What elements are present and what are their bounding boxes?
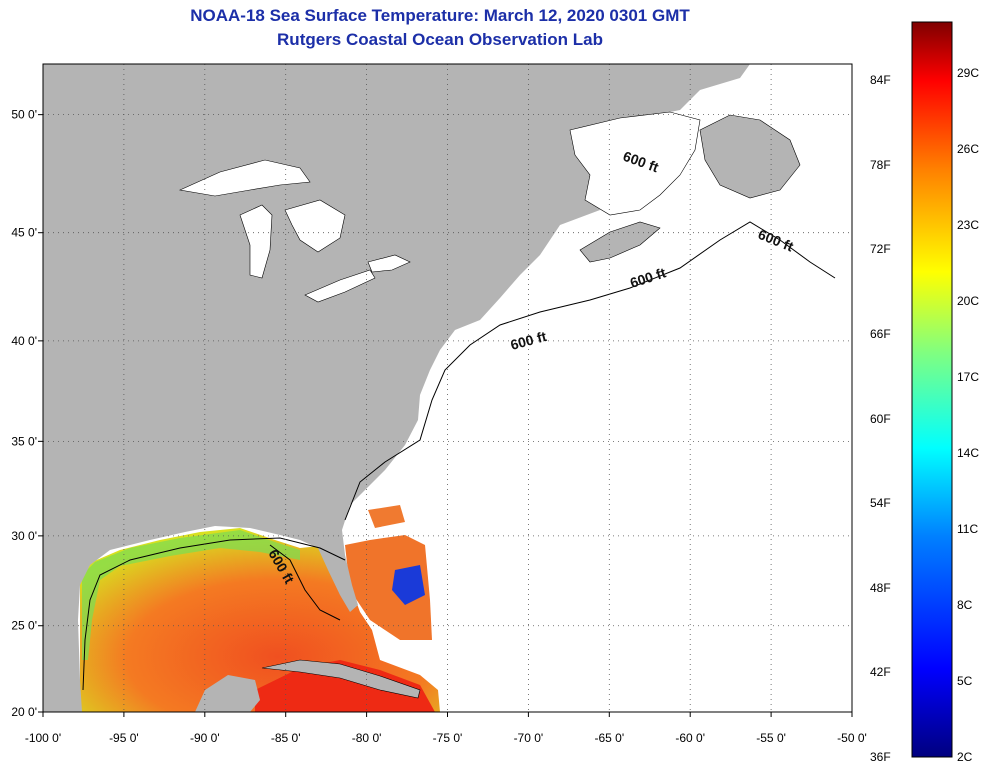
colorbar-f-label: 66F xyxy=(870,326,891,341)
orange-patch-north xyxy=(368,505,405,528)
land-cuba xyxy=(261,659,421,699)
x-tick-label: -60 0' xyxy=(675,731,705,745)
cold-blue-patch xyxy=(392,565,425,605)
land-north-america xyxy=(43,64,750,712)
lake-superior xyxy=(178,159,311,197)
colorbar-c-label: 26C xyxy=(957,142,980,156)
y-tick-label: 40 0' xyxy=(11,334,37,348)
contour-atlantic-shelf xyxy=(344,221,836,521)
lake-ontario xyxy=(367,254,411,273)
title-line-2: Rutgers Coastal Ocean Observation Lab xyxy=(277,30,603,49)
colorbar-c-label: 23C xyxy=(957,218,980,232)
land-newfoundland xyxy=(699,114,801,199)
x-tick-label: -55 0' xyxy=(756,731,786,745)
colorbar-c-label: 5C xyxy=(957,674,973,688)
y-axis: 50 0' 45 0' 40 0' 35 0' 30 0' 25 0' 20 0' xyxy=(11,108,43,719)
colorbar-f-label: 72F xyxy=(870,242,891,257)
graticule xyxy=(43,64,852,712)
lake-erie xyxy=(304,269,376,303)
gulf-cool-coastal-band xyxy=(82,530,300,660)
y-tick-label: 50 0' xyxy=(11,108,37,122)
caribbean-sst xyxy=(255,660,435,712)
x-tick-label: -100 0' xyxy=(25,731,61,745)
colorbar-c-label: 14C xyxy=(957,446,980,460)
contour-florida-west xyxy=(269,544,341,621)
y-tick-label: 35 0' xyxy=(11,434,37,448)
colorbar-c-label: 20C xyxy=(957,294,980,308)
lake-huron xyxy=(284,199,346,253)
x-axis: -100 0' -95 0' -90 0' -85 0' -80 0' -75 0' -70… xyxy=(25,712,867,745)
colorbar-f-label: 36F xyxy=(870,750,891,764)
colorbar-f-label: 60F xyxy=(870,411,891,426)
x-tick-label: -80 0' xyxy=(352,731,382,745)
colorbar-f-label: 84F xyxy=(870,73,891,87)
contour-gulf xyxy=(82,537,346,691)
colorbar-c-label: 17C xyxy=(957,370,980,384)
colorbar xyxy=(911,21,953,758)
y-tick-label: 45 0' xyxy=(11,226,37,240)
x-tick-label: -50 0' xyxy=(837,731,867,745)
colorbar-c-label: 2C xyxy=(957,750,973,764)
colorbar-c-label: 11C xyxy=(957,522,979,536)
colorbar-f-label: 48F xyxy=(870,580,891,595)
colorbar-f-label: 42F xyxy=(870,665,891,680)
x-tick-label: -95 0' xyxy=(109,731,139,745)
land-nova-scotia xyxy=(579,221,661,263)
x-tick-label: -85 0' xyxy=(271,731,301,745)
y-tick-label: 20 0' xyxy=(11,705,37,719)
lake-michigan xyxy=(239,204,273,279)
x-tick-label: -65 0' xyxy=(594,731,624,745)
colorbar-f-label: 78F xyxy=(870,157,891,172)
land-yucatan xyxy=(195,675,260,712)
x-tick-label: -90 0' xyxy=(190,731,220,745)
colorbar-c-label: 29C xyxy=(957,66,980,80)
title-line-1: NOAA-18 Sea Surface Temperature: March 1… xyxy=(190,6,690,25)
x-tick-label: -75 0' xyxy=(433,731,463,745)
colorbar-c-label: 8C xyxy=(957,598,973,612)
x-tick-label: -70 0' xyxy=(514,731,544,745)
y-tick-label: 30 0' xyxy=(11,529,37,543)
gulf-st-lawrence xyxy=(569,111,701,216)
y-tick-label: 25 0' xyxy=(11,619,37,633)
colorbar-f-label: 54F xyxy=(870,496,891,511)
atlantic-sst-patch xyxy=(345,535,432,640)
